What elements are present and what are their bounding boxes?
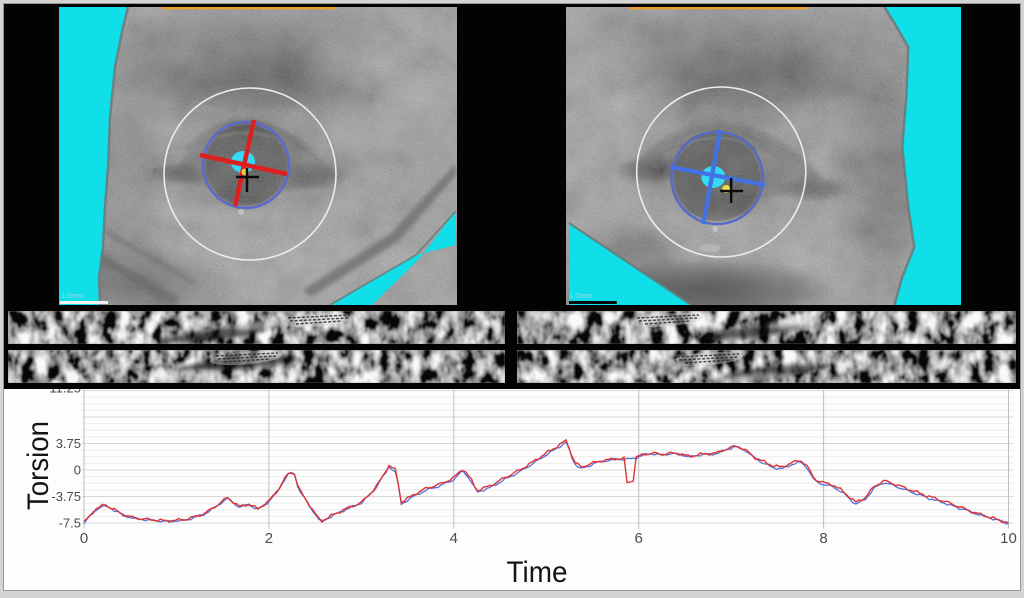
svg-text:6: 6 <box>635 530 643 547</box>
svg-text:11.25: 11.25 <box>49 389 81 396</box>
svg-text:0: 0 <box>74 463 81 478</box>
svg-text:1.0mm: 1.0mm <box>569 291 592 300</box>
svg-text:-7.5: -7.5 <box>59 516 81 531</box>
svg-text:0: 0 <box>80 530 88 547</box>
svg-text:3.75: 3.75 <box>56 436 81 451</box>
svg-text:8: 8 <box>819 530 827 547</box>
svg-text:-3.75: -3.75 <box>51 489 81 504</box>
svg-text:Torsion: Torsion <box>22 421 55 510</box>
svg-text:Time: Time <box>507 556 568 589</box>
svg-text:10: 10 <box>1000 530 1017 547</box>
svg-text:4: 4 <box>450 530 458 547</box>
svg-text:2: 2 <box>265 530 273 547</box>
svg-text:1.0mm: 1.0mm <box>61 291 84 300</box>
